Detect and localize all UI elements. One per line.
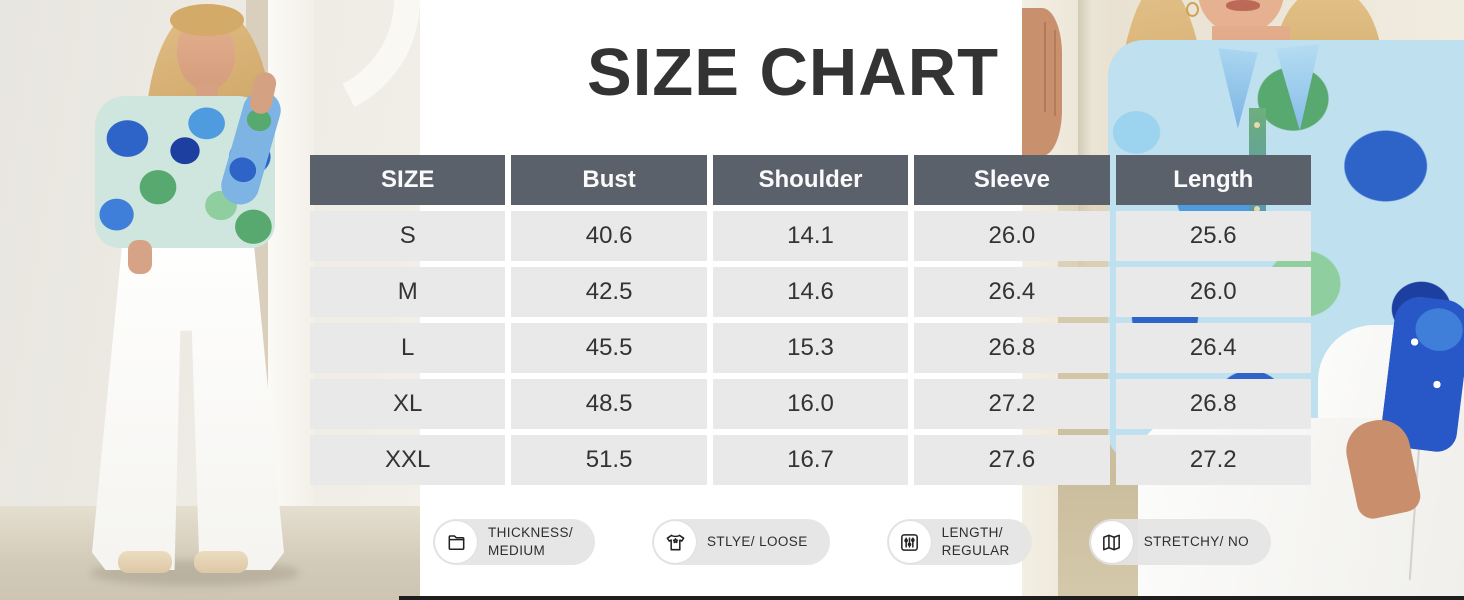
value-cell: 26.8 bbox=[914, 323, 1110, 373]
badge-stretchy: STRETCHY/ NO bbox=[1088, 519, 1271, 565]
value-cell: 14.6 bbox=[712, 267, 909, 317]
size-cell: XL bbox=[310, 379, 506, 429]
sliders-icon bbox=[888, 521, 931, 563]
value-cell: 26.8 bbox=[1115, 379, 1311, 429]
value-cell: 26.0 bbox=[1115, 267, 1311, 317]
value-cell: 14.1 bbox=[712, 211, 909, 261]
left-model-photo bbox=[0, 0, 420, 600]
model-blouse bbox=[95, 96, 275, 248]
value-cell: 26.0 bbox=[914, 211, 1110, 261]
folder-icon bbox=[435, 521, 477, 563]
badge-stretchy-label: STRETCHY/ NO bbox=[1143, 534, 1249, 550]
value-cell: 42.5 bbox=[511, 267, 707, 317]
model-hair-fringe bbox=[170, 4, 244, 36]
col-header-bust: Bust bbox=[511, 155, 707, 205]
attribute-badges: THICKNESS/ MEDIUM STLYE/ LOOSE LENGTH/ R… bbox=[433, 518, 1271, 566]
model-shoe bbox=[194, 551, 248, 573]
value-cell: 40.6 bbox=[511, 211, 707, 261]
value-cell: 51.5 bbox=[511, 435, 707, 485]
size-cell: XXL bbox=[310, 435, 506, 485]
size-table: SIZE Bust Shoulder Sleeve Length S 40.6 … bbox=[310, 155, 1311, 485]
model-hand-in-pocket bbox=[128, 240, 152, 274]
finger-line bbox=[1044, 22, 1046, 112]
value-cell: 26.4 bbox=[914, 267, 1110, 317]
blouse-button bbox=[1254, 122, 1260, 128]
map-icon bbox=[1090, 521, 1133, 563]
value-cell: 16.0 bbox=[712, 379, 909, 429]
value-cell: 45.5 bbox=[511, 323, 707, 373]
size-cell: L bbox=[310, 323, 506, 373]
value-cell: 48.5 bbox=[511, 379, 707, 429]
earring bbox=[1186, 2, 1199, 17]
col-header-size: SIZE bbox=[310, 155, 506, 205]
model-lips bbox=[1226, 0, 1260, 11]
badge-thickness: THICKNESS/ MEDIUM bbox=[433, 519, 596, 565]
blouse-button bbox=[1254, 206, 1260, 212]
value-cell: 16.7 bbox=[712, 435, 909, 485]
col-header-shoulder: Shoulder bbox=[712, 155, 909, 205]
badge-style: STLYE/ LOOSE bbox=[652, 519, 830, 565]
model-hand-on-wall bbox=[1022, 8, 1062, 156]
model-shoe bbox=[118, 551, 172, 573]
badge-length: LENGTH/ REGULAR bbox=[886, 519, 1032, 565]
value-cell: 15.3 bbox=[712, 323, 909, 373]
col-header-length: Length bbox=[1115, 155, 1311, 205]
badge-style-label: STLYE/ LOOSE bbox=[707, 534, 808, 550]
value-cell: 27.2 bbox=[914, 379, 1110, 429]
badge-length-label: LENGTH/ REGULAR bbox=[941, 525, 1010, 558]
finger-line bbox=[1054, 30, 1056, 116]
bottom-border-line bbox=[399, 596, 1464, 600]
col-header-sleeve: Sleeve bbox=[914, 155, 1110, 205]
value-cell: 25.6 bbox=[1115, 211, 1311, 261]
page-title: SIZE CHART bbox=[587, 34, 999, 110]
badge-thickness-label: THICKNESS/ MEDIUM bbox=[488, 525, 574, 558]
tshirt-icon bbox=[654, 521, 697, 563]
size-cell: S bbox=[310, 211, 506, 261]
value-cell: 26.4 bbox=[1115, 323, 1311, 373]
value-cell: 27.6 bbox=[914, 435, 1110, 485]
size-cell: M bbox=[310, 267, 506, 317]
value-cell: 27.2 bbox=[1115, 435, 1311, 485]
